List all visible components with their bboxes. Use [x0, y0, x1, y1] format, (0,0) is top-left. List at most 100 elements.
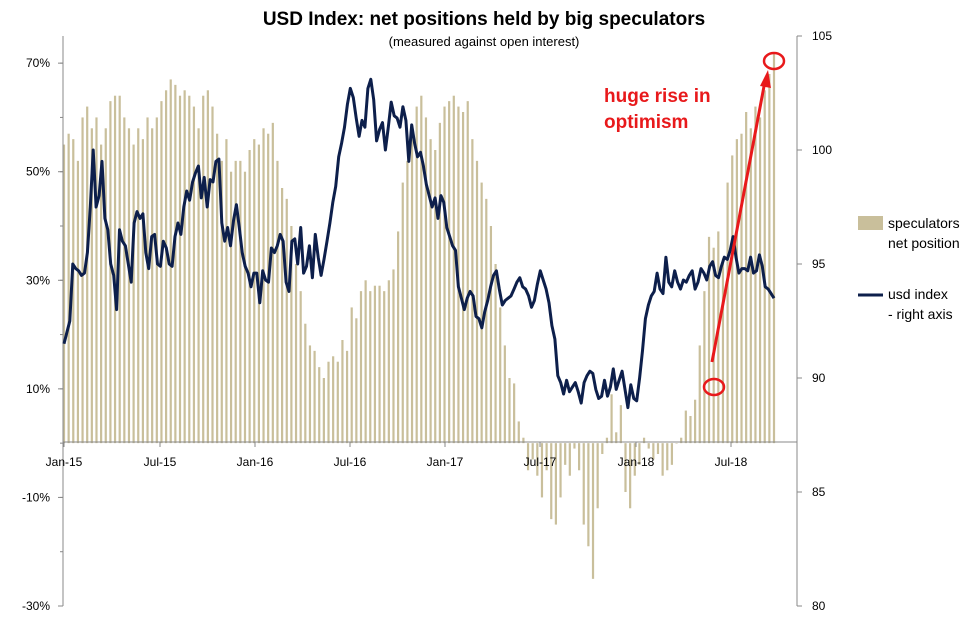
left-tick-label: 30% [26, 273, 50, 287]
bar [304, 323, 307, 444]
bar [345, 350, 349, 444]
bar [373, 285, 377, 444]
bar [151, 128, 154, 444]
bar [253, 139, 256, 444]
bar [397, 231, 400, 444]
bar [629, 443, 632, 509]
annotation-arrow-head [760, 70, 771, 88]
bar [220, 160, 223, 444]
x-tick-label: Jan-15 [46, 455, 83, 469]
bar [100, 144, 103, 444]
bar [615, 432, 618, 444]
bar [146, 117, 149, 444]
bar [281, 188, 284, 444]
bar [540, 443, 544, 498]
bar [661, 443, 664, 476]
bar [332, 356, 335, 444]
bar [471, 139, 474, 444]
bar [568, 443, 571, 476]
bar [401, 182, 404, 444]
bar [740, 133, 743, 444]
legend-bar-swatch [858, 216, 883, 230]
bar [443, 106, 446, 444]
annotation-line-1: huge rise in [604, 86, 711, 107]
bar [578, 443, 581, 471]
right-tick-label: 80 [812, 599, 826, 613]
bar [160, 101, 163, 444]
bar [601, 443, 604, 454]
bar-series [62, 52, 776, 579]
bar [229, 171, 233, 444]
bar [694, 399, 697, 444]
annotation-circle-start [702, 377, 726, 397]
bar [383, 291, 386, 444]
bar [642, 437, 646, 444]
bar [489, 226, 493, 444]
bar [271, 122, 274, 444]
bar [178, 95, 182, 444]
bar [206, 90, 209, 444]
annotation: huge rise in optimism [604, 51, 786, 397]
bar [359, 291, 363, 444]
bar [350, 307, 353, 444]
bar [197, 128, 200, 444]
right-tick-label: 105 [812, 29, 832, 43]
bar [72, 139, 75, 444]
bar [480, 182, 483, 444]
right-tick-label: 85 [812, 485, 826, 499]
bar [721, 258, 725, 444]
bar [216, 133, 219, 444]
bar [536, 443, 539, 476]
bar [438, 122, 441, 444]
x-tick-label: Jul-15 [144, 455, 177, 469]
bar [652, 443, 655, 460]
bar [461, 112, 465, 444]
bar [308, 345, 312, 444]
bar [109, 101, 112, 444]
bar [503, 345, 506, 444]
left-tick-label: -10% [22, 490, 50, 504]
bar [86, 106, 89, 444]
bar [113, 95, 117, 444]
bar [318, 367, 321, 444]
left-tick-label: 50% [26, 165, 50, 179]
chart-subtitle: (measured against open interest) [389, 34, 580, 49]
x-tick-label: Jul-17 [524, 455, 557, 469]
bar [633, 443, 636, 476]
bar [754, 106, 757, 444]
bar [429, 139, 432, 444]
bar [647, 443, 650, 449]
bar [735, 139, 738, 444]
bar [410, 128, 414, 444]
x-tick-label: Jul-18 [715, 455, 748, 469]
bar [638, 443, 641, 465]
bar [666, 443, 669, 471]
bar [763, 90, 766, 444]
bar [573, 443, 576, 449]
bar [322, 378, 325, 444]
bar [243, 171, 247, 444]
bar [132, 144, 135, 444]
bar [76, 160, 80, 444]
bar [670, 443, 674, 465]
bar [675, 443, 678, 444]
bar [183, 90, 186, 444]
bar [559, 443, 562, 498]
bar [448, 101, 451, 444]
bar [526, 443, 530, 471]
bar [364, 280, 367, 444]
bar [90, 128, 93, 444]
bar [406, 160, 409, 444]
bar [392, 269, 395, 444]
x-tick-label: Jul-16 [334, 455, 367, 469]
bar [517, 421, 520, 444]
bar [239, 160, 242, 444]
x-axis-ticks: Jan-15 Jul-15 Jan-16 Jul-16 Jan-17 Jul-17 Jan-… [46, 442, 748, 469]
bar [62, 144, 66, 444]
bar [424, 117, 428, 444]
bar [768, 74, 771, 444]
bar [95, 117, 98, 444]
bar [698, 345, 701, 444]
bar [234, 160, 237, 444]
